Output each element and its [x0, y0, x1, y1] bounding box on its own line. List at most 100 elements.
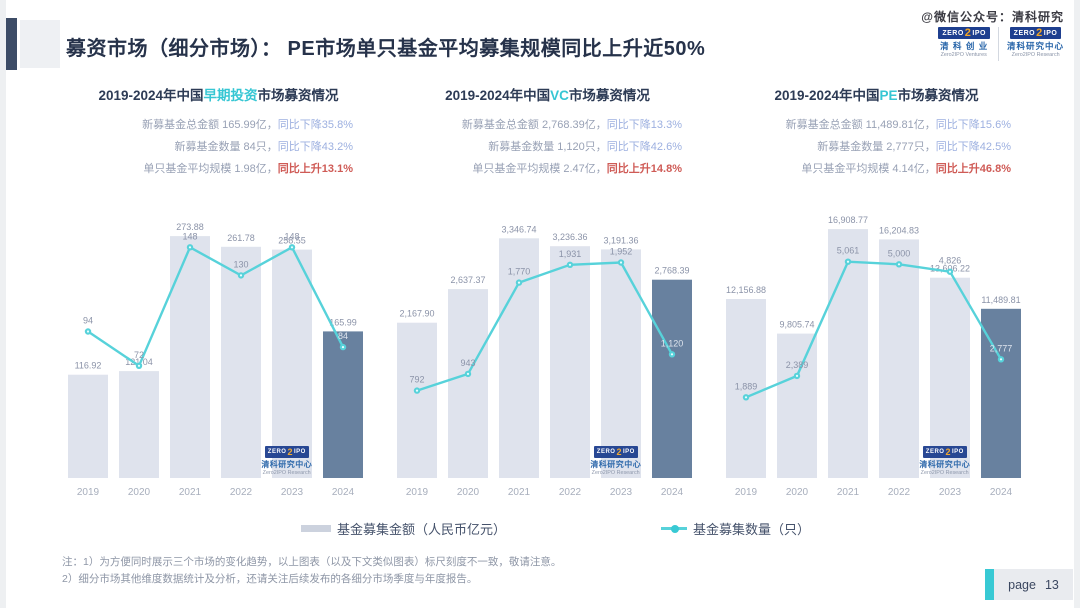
- stat-label: 单只基金平均规模: [801, 163, 890, 175]
- logo-name: 清 科 创 业: [940, 41, 989, 51]
- stat-trend: 同比上升13.1%: [277, 163, 353, 175]
- stat-trend: 同比上升14.8%: [606, 163, 682, 175]
- chart-title-prefix: 2019-2024年中国: [445, 88, 551, 103]
- svg-text:2019: 2019: [76, 487, 99, 498]
- svg-text:3,346.74: 3,346.74: [501, 224, 536, 234]
- chart-watermark-logo: ZERO 2 IPO 清科研究中心 Zero2IPO Research: [918, 446, 971, 476]
- stat-label: 新募基金总金额: [785, 119, 863, 131]
- stat-value: 84只，: [240, 141, 278, 153]
- page-label: page: [1008, 577, 1036, 592]
- logo-subtitle: Zero2IPO Research: [920, 470, 969, 476]
- page-badge: page 13: [985, 569, 1073, 600]
- stat-trend: 同比下降35.8%: [277, 119, 353, 131]
- svg-text:2023: 2023: [280, 487, 303, 498]
- logo-subtitle: Zero2IPO Research: [591, 470, 640, 476]
- svg-text:792: 792: [409, 375, 424, 385]
- stat-label: 单只基金平均规模: [472, 163, 561, 175]
- svg-text:72: 72: [133, 350, 143, 360]
- header-accent-block-light: [20, 20, 60, 68]
- svg-text:2021: 2021: [836, 487, 859, 498]
- charts-row: 2019-2024年中国早期投资市场募资情况 新募基金总金额 165.99亿，同…: [58, 84, 1037, 504]
- svg-text:148: 148: [182, 231, 197, 241]
- badge-ipo-text: IPO: [293, 449, 306, 455]
- svg-text:2024: 2024: [989, 487, 1012, 498]
- logo-subtitle: Zero2IPO Research: [262, 470, 311, 476]
- stat-row: 单只基金平均规模 4.14亿，同比上升46.8%: [716, 158, 1011, 180]
- footnote-line: 注：1）为方便同时展示三个市场的变化趋势，以上图表（以及下文类似图表）标尺刻度不…: [62, 556, 562, 568]
- svg-text:2,777: 2,777: [989, 343, 1012, 353]
- chart-plot-early-stage: 116.92 2019 121.04 2020 273.88 2021 261.78 2022…: [64, 188, 374, 504]
- svg-text:5,000: 5,000: [887, 248, 910, 258]
- chart-title-prefix: 2019-2024年中国: [774, 88, 880, 103]
- logo-name: 清科研究中心: [261, 460, 313, 469]
- legend-bar-swatch-icon: [301, 525, 331, 532]
- page-number: 13: [1044, 577, 1059, 592]
- svg-text:2019: 2019: [734, 487, 757, 498]
- header-logos: ZERO 2 IPO 清 科 创 业 Zero2IPO Ventures ZERO 2…: [938, 27, 1064, 61]
- footnote-line: 2）细分市场其他维度数据统计及分析，还请关注后续发布的各细分市场季度与年度报告。: [62, 573, 478, 585]
- badge-zero-text: ZERO: [1013, 29, 1036, 37]
- zero2ipo-badge-icon: ZERO 2 IPO: [593, 446, 638, 458]
- stat-label: 新募基金总金额: [461, 119, 539, 131]
- svg-text:5,061: 5,061: [836, 246, 859, 256]
- badge-zero-text: ZERO: [596, 449, 616, 455]
- chart-title-prefix: 2019-2024年中国: [98, 88, 204, 103]
- svg-text:1,952: 1,952: [609, 247, 632, 257]
- badge-two-text: 2: [1036, 27, 1043, 39]
- stat-label: 单只基金平均规模: [143, 163, 232, 175]
- stat-row: 新募基金数量 2,777只，同比下降42.5%: [716, 136, 1011, 158]
- svg-text:121.04: 121.04: [125, 357, 153, 367]
- stat-trend: 同比下降43.2%: [277, 141, 353, 153]
- page-number-box: page 13: [994, 569, 1073, 600]
- stats-block: 新募基金总金额 2,768.39亿，同比下降13.3% 新募基金数量 1,120…: [387, 114, 682, 180]
- svg-text:12,156.88: 12,156.88: [725, 285, 765, 295]
- stat-value: 2,768.39亿，: [538, 119, 607, 131]
- stat-row: 单只基金平均规模 2.47亿，同比上升14.8%: [387, 158, 682, 180]
- stat-trend: 同比下降13.3%: [606, 119, 682, 131]
- svg-text:2021: 2021: [178, 487, 201, 498]
- page-badge-accent: [985, 569, 994, 600]
- legend-line-swatch-icon: [661, 524, 687, 533]
- chart-title-suffix: 市场募资情况: [257, 88, 339, 103]
- stat-row: 新募基金总金额 11,489.81亿，同比下降15.6%: [716, 114, 1011, 136]
- stat-value: 2,777只，: [883, 141, 936, 153]
- chart-plot-pe: 12,156.88 2019 9,805.74 2020 16,908.77 2021 16…: [722, 188, 1032, 504]
- zero2ipo-badge-icon: ZERO 2 IPO: [1009, 27, 1062, 39]
- logo-name: 清科研究中心: [590, 460, 642, 469]
- badge-zero-text: ZERO: [942, 29, 964, 37]
- stat-trend: 同比下降15.6%: [935, 119, 1011, 131]
- svg-text:2,768.39: 2,768.39: [654, 266, 689, 276]
- svg-text:1,770: 1,770: [507, 267, 530, 277]
- stat-row: 单只基金平均规模 1.98亿，同比上升13.1%: [58, 158, 353, 180]
- svg-text:2022: 2022: [229, 487, 252, 498]
- zero2ipo-badge-icon: ZERO 2 IPO: [938, 27, 990, 39]
- chart-title: 2019-2024年中国早期投资市场募资情况: [58, 84, 379, 104]
- stat-row: 新募基金数量 1,120只，同比下降42.6%: [387, 136, 682, 158]
- chart-title-market: 早期投资: [203, 88, 258, 103]
- stat-row: 新募基金总金额 2,768.39亿，同比下降13.3%: [387, 114, 682, 136]
- stat-trend: 同比上升46.8%: [935, 163, 1011, 175]
- svg-text:3,191.36: 3,191.36: [603, 235, 638, 245]
- chart-canvas: 2,167.90 2019 2,637.37 2020 3,346.74 2021 3,23…: [396, 224, 692, 498]
- svg-text:2021: 2021: [507, 487, 530, 498]
- logo-zero2ipo-ventures: ZERO 2 IPO 清 科 创 业 Zero2IPO Ventures: [938, 27, 990, 58]
- stat-value: 11,489.81亿，: [862, 119, 936, 131]
- svg-text:1,889: 1,889: [734, 381, 757, 391]
- badge-ipo-text: IPO: [951, 449, 964, 455]
- svg-text:4,826: 4,826: [938, 256, 961, 266]
- svg-text:94: 94: [82, 316, 92, 326]
- badge-two-text: 2: [287, 447, 293, 457]
- svg-text:2020: 2020: [456, 487, 479, 498]
- svg-text:2,637.37: 2,637.37: [450, 275, 485, 285]
- chart-canvas: 116.92 2019 121.04 2020 273.88 2021 261.78 2022…: [67, 222, 363, 498]
- stat-label: 新募基金数量: [488, 141, 555, 153]
- badge-two-text: 2: [945, 447, 951, 457]
- badge-two-text: 2: [964, 27, 972, 39]
- footnotes: 注：1）为方便同时展示三个市场的变化趋势，以上图表（以及下文类似图表）标尺刻度不…: [62, 554, 561, 588]
- svg-text:165.99: 165.99: [329, 317, 357, 327]
- stat-row: 新募基金总金额 165.99亿，同比下降35.8%: [58, 114, 353, 136]
- legend-bar-item: 基金募集金额（人民币亿元）: [301, 519, 506, 538]
- chart-plot-vc: 2,167.90 2019 2,637.37 2020 3,346.74 2021 3,23…: [393, 188, 703, 504]
- zero2ipo-badge-icon: ZERO 2 IPO: [922, 446, 967, 458]
- chart-column-vc: 2019-2024年中国VC市场募资情况 新募基金总金额 2,768.39亿，同…: [387, 84, 708, 504]
